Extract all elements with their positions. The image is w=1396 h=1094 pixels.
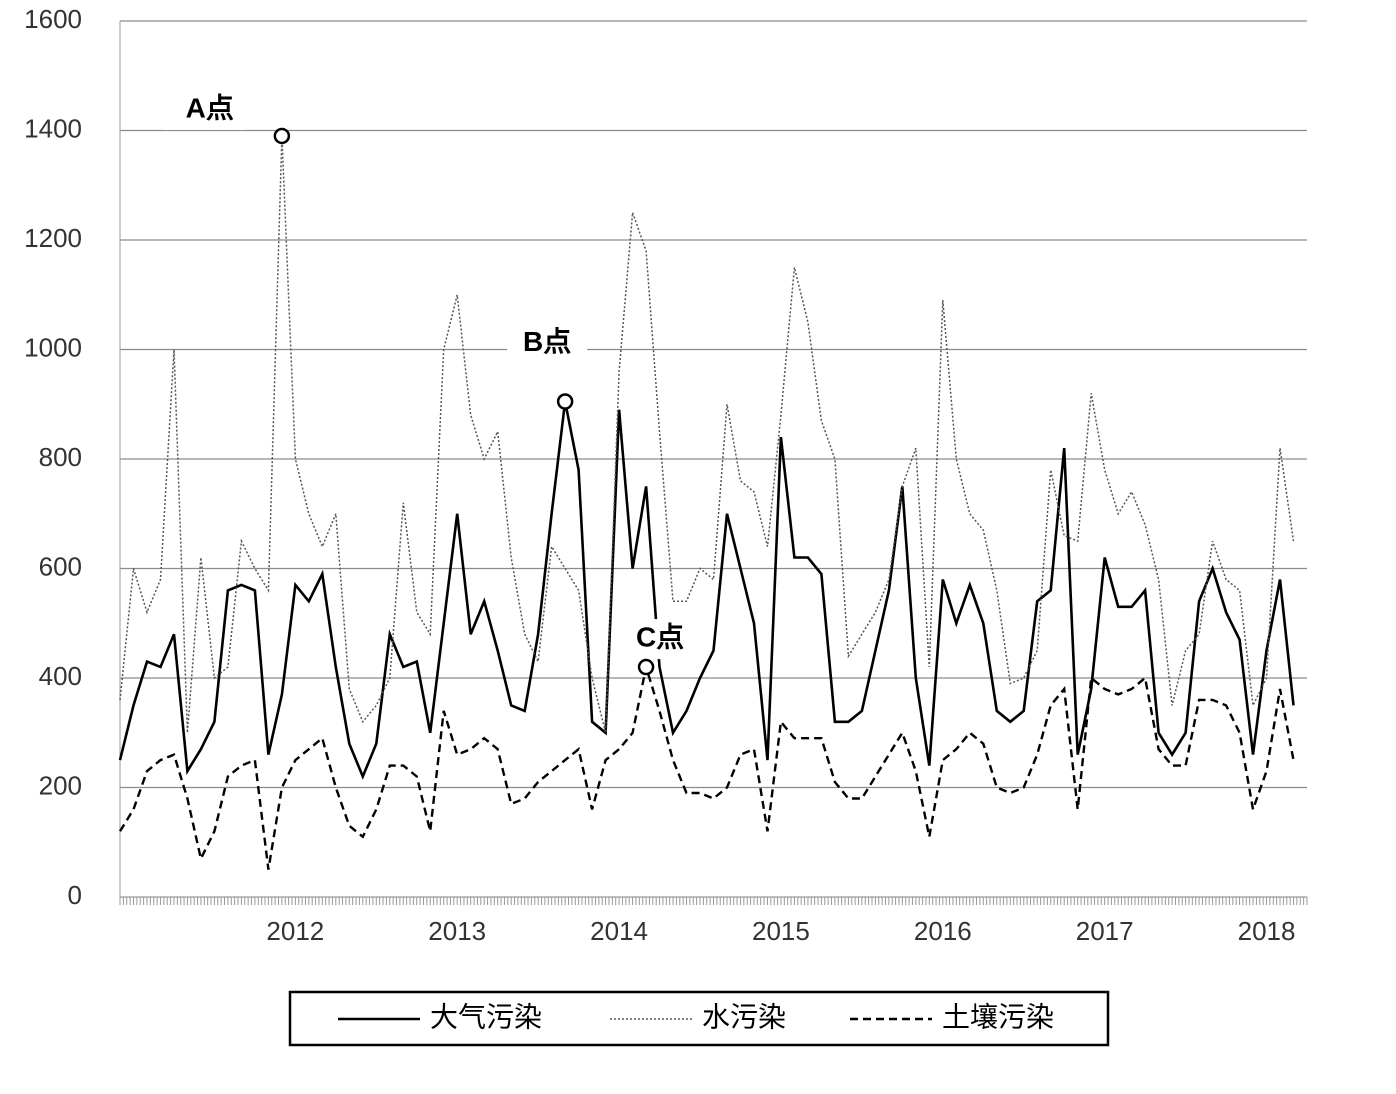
series-line xyxy=(118,666,1295,870)
x-tick-label: 2015 xyxy=(752,916,810,946)
annotation-label: C点 xyxy=(636,621,684,652)
y-tick-label: 1600 xyxy=(24,4,82,34)
annotation-marker xyxy=(637,658,655,676)
y-tick-label: 400 xyxy=(39,661,82,691)
y-tick-label: 600 xyxy=(39,551,82,581)
annotation-backdrop xyxy=(163,89,244,130)
annotation-backdrop xyxy=(507,323,588,364)
x-tick-label: 2012 xyxy=(266,916,324,946)
y-tick-label: 1200 xyxy=(24,223,82,253)
x-tick-label: 2016 xyxy=(914,916,972,946)
y-tick-label: 0 xyxy=(68,880,82,910)
x-tick-label: 2018 xyxy=(1238,916,1296,946)
annotation-label: A点 xyxy=(186,92,234,123)
legend-label: 大气污染 xyxy=(430,1001,542,1032)
legend-box xyxy=(288,990,1110,1047)
legend-label: 水污染 xyxy=(702,1001,786,1032)
y-tick-label: 1000 xyxy=(24,332,82,362)
y-tick-label: 200 xyxy=(39,770,82,800)
y-tick-label: 800 xyxy=(39,442,82,472)
annotation-marker xyxy=(273,127,291,145)
annotation-backdrop xyxy=(620,619,701,660)
series-line xyxy=(119,135,1295,733)
series-line xyxy=(118,401,1295,780)
annotation-marker xyxy=(556,393,574,410)
x-tick-label: 2017 xyxy=(1076,916,1134,946)
x-tick-label: 2013 xyxy=(428,916,486,946)
x-tick-label: 2014 xyxy=(590,916,648,946)
y-tick-label: 1400 xyxy=(24,113,82,143)
annotation-label: B点 xyxy=(523,326,571,357)
legend-label: 土壤污染 xyxy=(942,1001,1054,1032)
